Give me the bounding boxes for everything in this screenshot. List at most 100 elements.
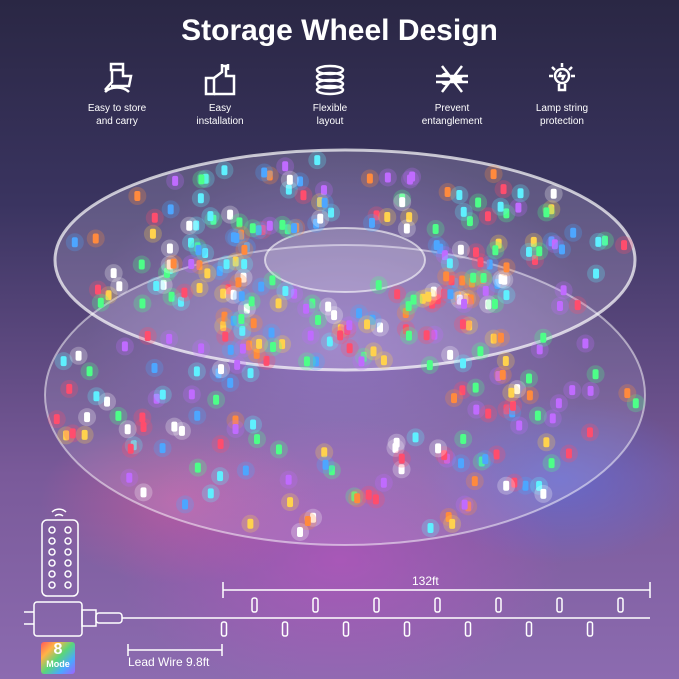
led-bulb bbox=[250, 318, 257, 329]
led-bulb bbox=[60, 356, 67, 367]
led-bulb bbox=[291, 223, 298, 234]
led-bulb bbox=[503, 290, 510, 301]
led-bulb bbox=[256, 338, 263, 349]
led-bulb bbox=[570, 227, 577, 238]
led-bulb bbox=[425, 291, 432, 302]
led-bulb bbox=[448, 275, 455, 286]
led-bulb bbox=[247, 518, 254, 529]
led-bulb bbox=[447, 349, 454, 360]
string-bulb bbox=[525, 621, 533, 637]
led-bulb bbox=[460, 358, 467, 369]
led-bulb bbox=[472, 247, 479, 258]
led-bulb bbox=[242, 465, 249, 476]
led-bulb bbox=[241, 244, 248, 255]
led-bulb bbox=[198, 343, 205, 354]
led-bulb bbox=[601, 235, 608, 246]
led-bulb bbox=[138, 259, 145, 270]
feature-label: and carry bbox=[96, 116, 138, 127]
led-bulb bbox=[346, 320, 353, 331]
led-bulb bbox=[166, 243, 173, 254]
led-bulb bbox=[177, 296, 184, 307]
led-bulb bbox=[372, 494, 379, 505]
led-bulb bbox=[514, 384, 521, 395]
led-bulb bbox=[269, 275, 276, 286]
led-bulb bbox=[477, 257, 484, 268]
led-bulb bbox=[560, 285, 567, 296]
led-bulb bbox=[346, 343, 353, 354]
led-bulb bbox=[384, 211, 391, 222]
led-bulb bbox=[223, 259, 230, 270]
led-bulb bbox=[482, 454, 489, 465]
led-bulb bbox=[168, 291, 175, 302]
led-bulb bbox=[569, 385, 576, 396]
led-bulb bbox=[409, 171, 416, 182]
led-bulb bbox=[241, 259, 248, 270]
led-bulb bbox=[555, 398, 562, 409]
led-bulb bbox=[410, 294, 417, 305]
led-bulb bbox=[140, 421, 147, 432]
led-bulb bbox=[490, 169, 497, 180]
led-bulb bbox=[286, 174, 293, 185]
led-bulb bbox=[53, 414, 60, 425]
page-title: Storage Wheel Design bbox=[181, 14, 498, 47]
led-bulb bbox=[246, 340, 253, 351]
lead-wire-label: Lead Wire 9.8ft bbox=[128, 655, 210, 669]
led-bulb bbox=[230, 315, 237, 326]
led-bulb bbox=[511, 477, 518, 488]
led-bulb bbox=[217, 439, 224, 450]
led-bulb bbox=[499, 369, 506, 380]
led-bulb bbox=[364, 319, 371, 330]
led-bulb bbox=[105, 290, 112, 301]
led-bulb bbox=[221, 165, 228, 176]
led-bulb bbox=[166, 333, 173, 344]
led-bulb bbox=[484, 211, 491, 222]
led-bulb bbox=[444, 187, 451, 198]
led-bulb bbox=[194, 462, 201, 473]
led-bulb bbox=[592, 369, 599, 380]
led-bulb bbox=[472, 382, 479, 393]
string-bulb bbox=[342, 621, 350, 637]
led-bulb bbox=[508, 387, 515, 398]
feature-label: layout bbox=[316, 116, 344, 127]
led-bulb bbox=[84, 412, 91, 423]
led-bulb bbox=[149, 228, 156, 239]
led-bulb bbox=[238, 313, 245, 324]
led-bulb bbox=[434, 294, 441, 305]
feature-flexible: Flexible layout bbox=[270, 62, 390, 128]
led-bulb bbox=[304, 516, 311, 527]
led-bulb bbox=[235, 277, 242, 288]
led-bulb bbox=[193, 220, 200, 231]
led-bulb bbox=[586, 427, 593, 438]
led-bulb bbox=[248, 296, 255, 307]
led-bulb bbox=[240, 272, 247, 283]
led-bulb bbox=[582, 338, 589, 349]
led-bulb bbox=[275, 444, 282, 455]
led-bulb bbox=[233, 232, 240, 243]
feature-label: Easy to store bbox=[87, 103, 147, 114]
led-bulb bbox=[490, 333, 497, 344]
led-bulb bbox=[213, 394, 220, 405]
led-bulb bbox=[536, 344, 543, 355]
led-bulb bbox=[261, 167, 268, 178]
led-bulb bbox=[188, 237, 195, 248]
led-bulb bbox=[266, 220, 273, 231]
led-bulb bbox=[548, 204, 555, 215]
led-bulb bbox=[458, 458, 465, 469]
led-bulb bbox=[540, 488, 547, 499]
led-bulb bbox=[516, 420, 523, 431]
led-bulb bbox=[71, 237, 78, 248]
led-bulb bbox=[116, 281, 123, 292]
led-bulb bbox=[470, 272, 477, 283]
led-bulb bbox=[93, 391, 100, 402]
led-bulb bbox=[218, 364, 225, 375]
led-bulb bbox=[232, 423, 239, 434]
led-bulb bbox=[207, 488, 214, 499]
led-bulb bbox=[412, 432, 419, 443]
led-bulb bbox=[624, 388, 631, 399]
led-bulb bbox=[435, 443, 442, 454]
led-bulb bbox=[328, 465, 335, 476]
led-bulb bbox=[368, 217, 375, 228]
led-bulb bbox=[325, 301, 332, 312]
led-bulb bbox=[457, 244, 464, 255]
